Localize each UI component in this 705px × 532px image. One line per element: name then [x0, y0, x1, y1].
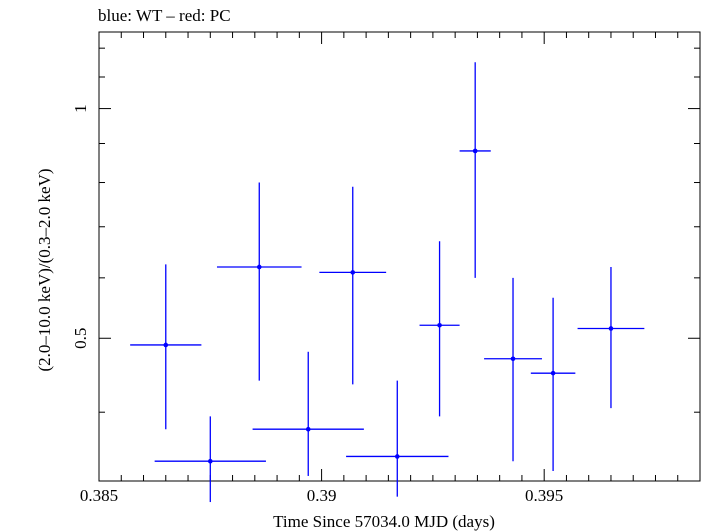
data-point [154, 416, 266, 503]
x-tick-label: 0.39 [307, 486, 337, 505]
y-tick-label: 1 [71, 104, 90, 113]
data-marker [608, 326, 614, 331]
data-point [252, 351, 364, 476]
y-tick-label: 0.5 [71, 328, 90, 349]
data-point [484, 277, 542, 462]
data-marker [472, 148, 478, 154]
data-marker [510, 356, 516, 362]
x-tick-label: 0.395 [525, 486, 563, 505]
axis-ticks [98, 32, 701, 481]
data-marker [207, 458, 213, 464]
data-point [530, 297, 576, 471]
data-marker [550, 370, 556, 376]
data-marker [394, 454, 400, 459]
x-axis-label: Time Since 57034.0 MJD (days) [273, 512, 495, 531]
data-marker [305, 426, 311, 432]
data-point [319, 186, 387, 385]
axis-tick-labels: 0.385 0.39 0.395 0.5 1 [71, 104, 563, 505]
data-point [459, 62, 491, 278]
data-point [130, 264, 202, 430]
data-points [130, 62, 645, 503]
y-axis-label: (2.0–10.0 keV)/(0.3–2.0 keV) [35, 168, 54, 371]
data-point [216, 182, 302, 381]
data-point [346, 380, 449, 497]
chart-title: blue: WT – red: PC [98, 6, 231, 25]
data-marker [256, 264, 262, 270]
data-point [577, 266, 645, 409]
data-marker [350, 270, 356, 275]
x-tick-label: 0.385 [80, 486, 118, 505]
data-point [419, 241, 460, 417]
data-marker [163, 342, 169, 348]
plot-frame [98, 31, 701, 482]
data-marker [437, 322, 442, 328]
